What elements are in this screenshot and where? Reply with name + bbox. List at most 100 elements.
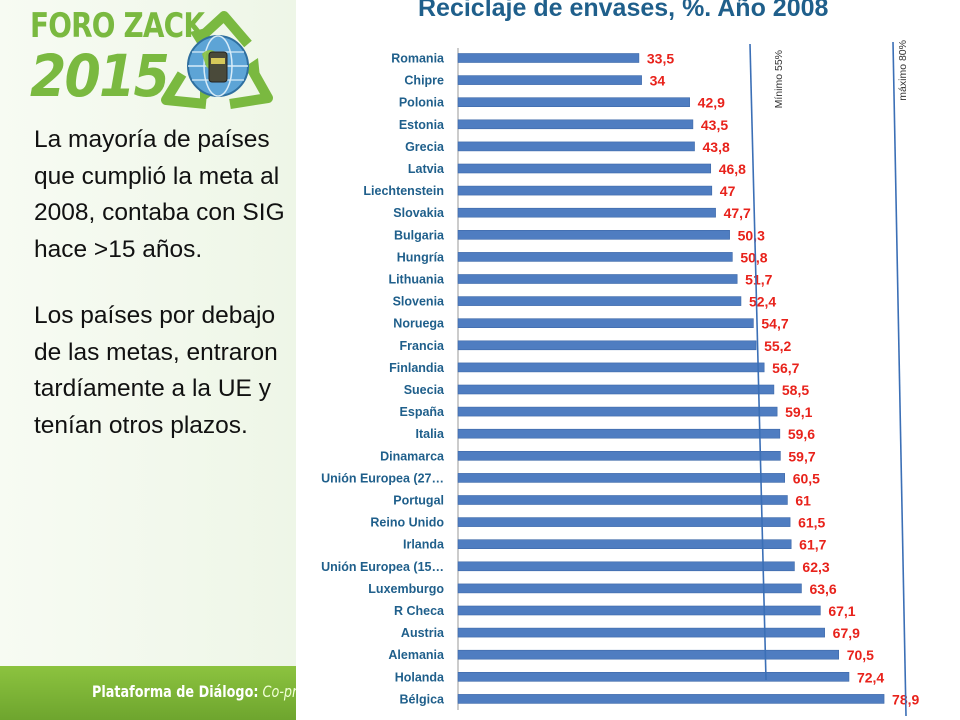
value-label: 33,5 (647, 51, 674, 67)
bar (457, 428, 781, 439)
category-label: Slovakia (393, 206, 445, 220)
category-label: Portugal (393, 494, 444, 508)
value-label: 58,5 (782, 382, 809, 398)
banner-main: Plataforma de Diálogo: (92, 682, 259, 701)
category-label: Austria (401, 626, 445, 640)
bar (457, 97, 690, 107)
recycle-globe-icon (161, 11, 273, 109)
category-label: Grecia (405, 140, 445, 154)
value-label: 50,3 (738, 227, 765, 243)
bar (457, 119, 694, 130)
value-label: 43,5 (701, 117, 728, 133)
value-label: 67,1 (828, 603, 855, 619)
value-label: 60,5 (793, 470, 820, 486)
logo-year: 2015 (30, 42, 170, 110)
bar-chart: Romania 33,5 Chipre 34 Polonia 42,9 Estonia 43,… (321, 40, 920, 717)
category-label: Noruega (393, 317, 445, 331)
reference-line (892, 41, 907, 717)
value-label: 59,1 (785, 404, 812, 420)
value-label: 72,4 (857, 669, 884, 685)
category-label: Slovenia (393, 295, 445, 309)
bar (457, 340, 757, 351)
value-label: 47,7 (724, 205, 751, 221)
bar (457, 561, 795, 572)
value-label: 61 (795, 493, 811, 509)
banner-sub: Co-pr (258, 682, 296, 701)
bar (457, 406, 778, 417)
value-label: 67,9 (833, 625, 860, 641)
paragraph-compliance: La mayoría de países que cumplió la meta… (34, 126, 285, 263)
bar (457, 495, 788, 505)
reference-line-label: máximo 80% (897, 40, 909, 101)
bar (457, 450, 781, 461)
value-label: 59,6 (788, 426, 815, 442)
reference-line-label: Mínimo 55% (773, 50, 785, 108)
bar (457, 318, 754, 329)
category-label: Unión Europea (15… (321, 560, 444, 574)
value-label: 47 (720, 183, 736, 199)
description-text: La mayoría de países que cumplió la meta… (34, 122, 294, 474)
bar (457, 141, 695, 152)
category-label: Suecia (404, 383, 445, 397)
bar (457, 583, 802, 594)
category-label: Alemania (388, 648, 445, 662)
bar (457, 252, 733, 262)
bar (457, 185, 713, 196)
bar (457, 163, 712, 174)
bar (457, 517, 791, 527)
category-label: Reino Unido (370, 516, 444, 530)
value-label: 63,6 (809, 581, 836, 597)
reference-line (749, 43, 767, 681)
value-label: 70,5 (847, 647, 874, 663)
bar (457, 694, 885, 704)
category-label: Luxemburgo (368, 582, 444, 596)
category-label: Liechtenstein (363, 184, 444, 198)
bar (457, 605, 821, 616)
bar (457, 207, 716, 218)
category-label: Latvia (408, 162, 445, 176)
value-label: 59,7 (788, 448, 815, 464)
bar (457, 384, 775, 395)
bar (457, 274, 738, 284)
left-panel: FORO ZACK 2015 La mayoría de países que … (0, 0, 296, 720)
bottom-banner: Plataforma de Diálogo: Co-pr (0, 666, 296, 720)
value-label: 62,3 (802, 559, 829, 575)
category-label: España (400, 405, 446, 419)
value-label: 55,2 (764, 338, 791, 354)
value-label: 52,4 (749, 294, 776, 310)
bar (457, 627, 825, 638)
bar (457, 473, 786, 483)
category-label: Lithuania (388, 273, 445, 287)
bar (457, 230, 730, 240)
value-label: 50,8 (740, 249, 767, 265)
bar (457, 296, 742, 306)
category-label: Hungría (397, 250, 445, 264)
value-label: 51,7 (745, 272, 772, 288)
paragraph-below-target: Los países por debajo de las metas, entr… (34, 302, 278, 439)
category-label: Unión Europea (27… (321, 471, 444, 485)
category-label: Italia (416, 427, 446, 441)
category-label: Bulgaria (394, 228, 445, 242)
category-label: Bélgica (400, 692, 446, 706)
bar (457, 53, 640, 63)
category-label: Finlandia (389, 361, 445, 375)
value-label: 46,8 (719, 161, 746, 177)
bar (457, 649, 840, 660)
category-label: R Checa (394, 604, 445, 618)
category-label: Irlanda (403, 538, 445, 552)
category-label: Estonia (399, 118, 445, 132)
bar (457, 539, 792, 550)
value-label: 56,7 (772, 360, 799, 376)
category-label: Romania (391, 52, 445, 66)
category-label: Francia (400, 339, 446, 353)
value-label: 43,8 (703, 139, 730, 155)
value-label: 34 (650, 73, 666, 89)
value-label: 54,7 (761, 316, 788, 332)
category-label: Polonia (399, 96, 445, 110)
value-label: 61,7 (799, 537, 826, 553)
value-label: 42,9 (698, 95, 725, 111)
bar (457, 671, 850, 682)
bar (457, 362, 765, 373)
category-label: Holanda (395, 670, 445, 684)
value-label: 61,5 (798, 515, 825, 531)
